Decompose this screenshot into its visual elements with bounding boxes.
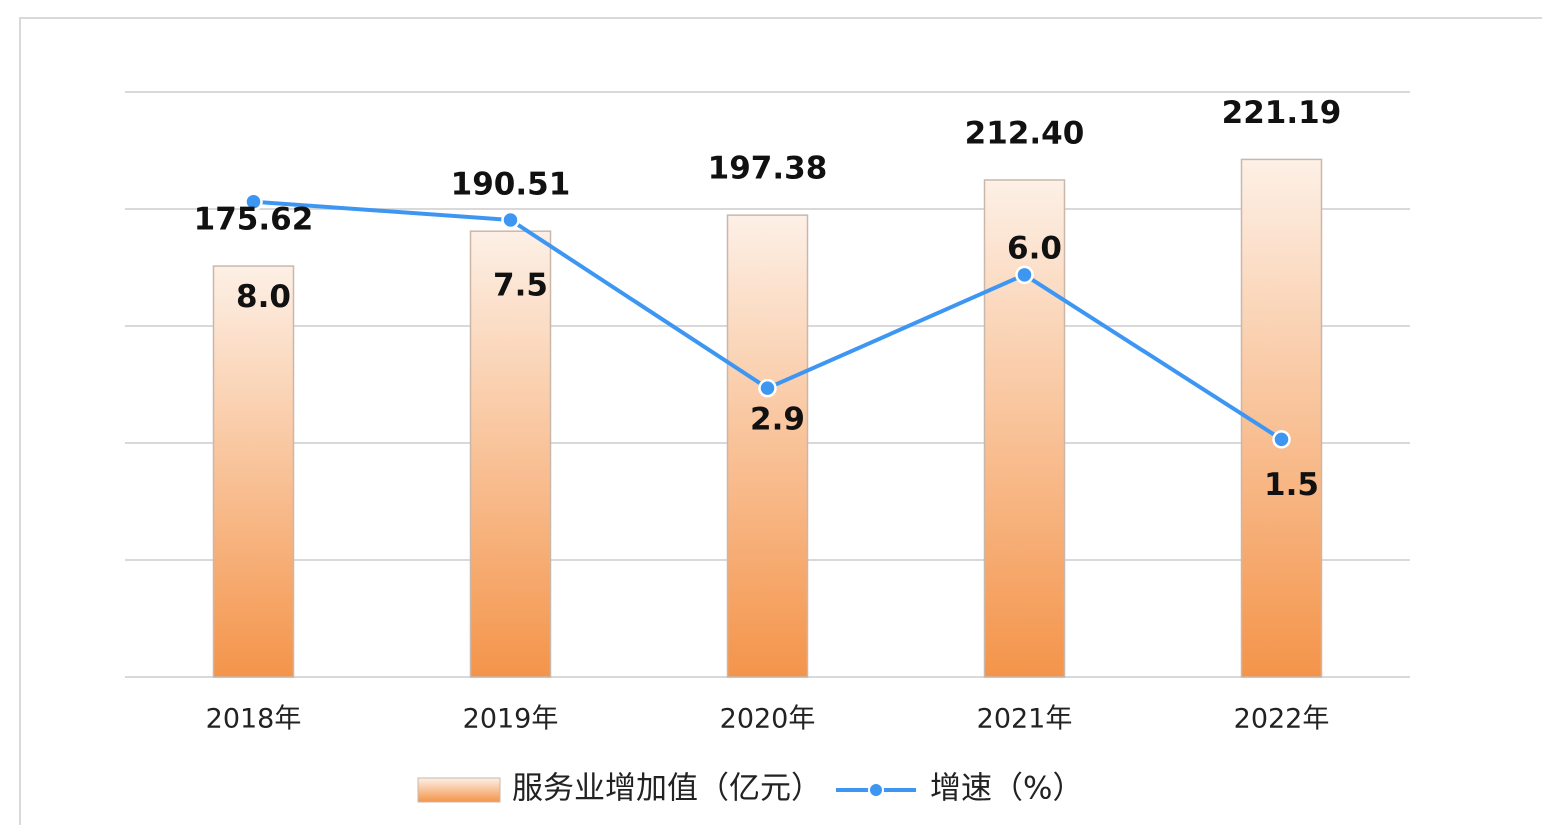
line-marker [244,192,263,211]
line-marker [501,210,520,230]
legend-swatch [417,777,501,803]
bar [469,230,552,678]
x-tick-label: 2018年 [206,704,302,735]
data-label: 1.5 [1264,467,1319,503]
legend-label: 增速（%） [930,771,1083,807]
legend-swatch [868,782,884,798]
x-tick-label: 2019年 [463,704,559,735]
bar [212,265,295,678]
data-label: 7.5 [493,267,548,303]
bar [1240,158,1323,678]
data-label: 2.9 [750,402,805,438]
line-marker [1015,265,1034,285]
bar [983,179,1066,678]
bar [726,214,809,678]
data-label: 190.51 [451,167,571,203]
line-marker [1272,430,1291,449]
data-label: 175.62 [194,202,314,238]
data-label: 221.19 [1222,95,1342,131]
data-label: 8.0 [236,279,291,315]
legend-label: 服务业增加值（亿元） [512,771,822,807]
data-label: 197.38 [708,151,828,187]
x-tick-label: 2021年 [977,704,1073,735]
line-marker [758,378,777,398]
x-tick-label: 2020年 [720,704,816,735]
data-label: 212.40 [965,115,1085,151]
data-label: 6.0 [1007,230,1062,266]
x-tick-label: 2022年 [1234,704,1330,735]
